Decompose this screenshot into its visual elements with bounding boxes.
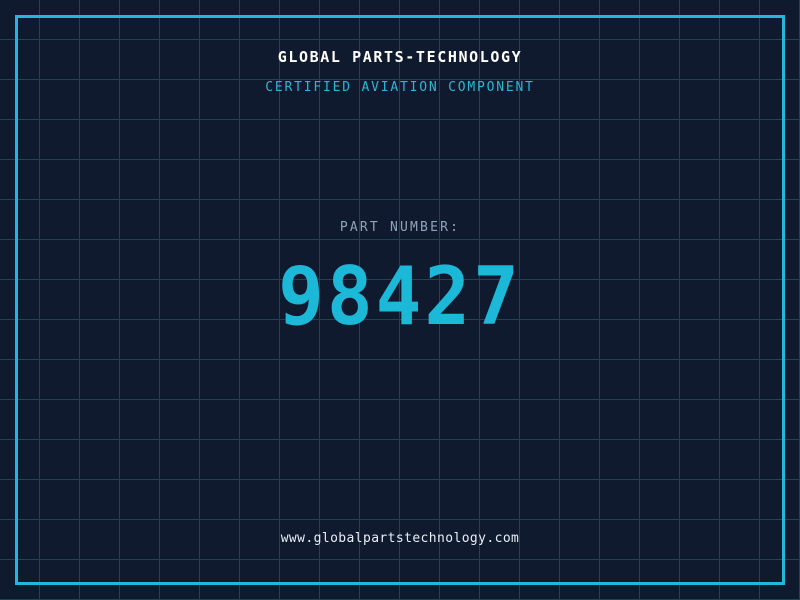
certification-subtitle: CERTIFIED AVIATION COMPONENT bbox=[265, 80, 535, 95]
company-title: GLOBAL PARTS-TECHNOLOGY bbox=[277, 48, 523, 66]
part-number-value: 98427 bbox=[278, 248, 522, 343]
part-number-label: PART NUMBER: bbox=[339, 220, 461, 235]
footer-website-url: www.globalpartstechnology.com bbox=[280, 531, 520, 546]
